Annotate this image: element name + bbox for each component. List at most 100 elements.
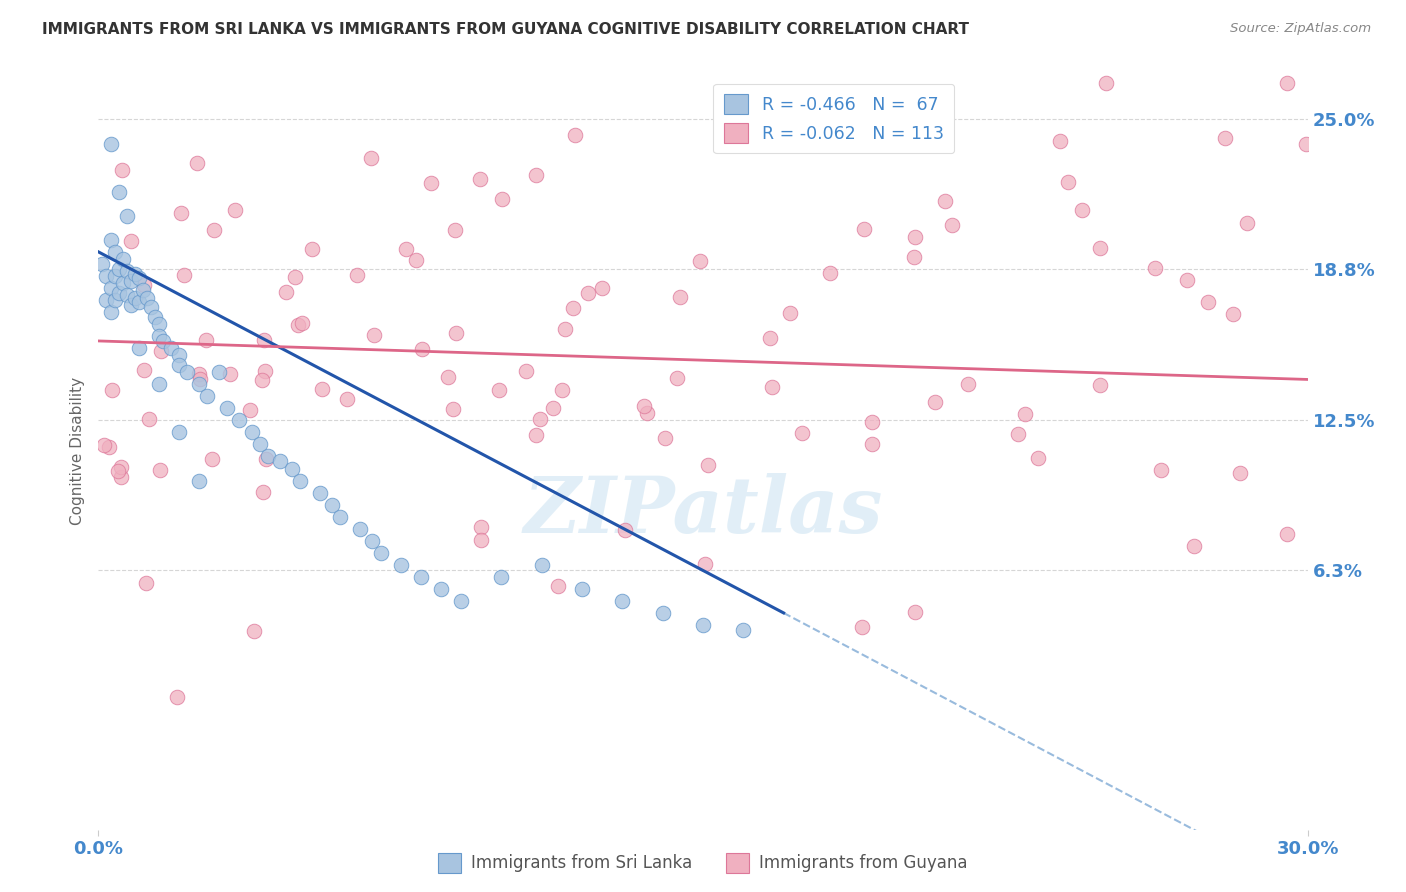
Point xyxy=(224,203,246,218)
Point xyxy=(860,415,883,429)
Point xyxy=(1182,539,1205,553)
Point xyxy=(491,570,513,584)
Point xyxy=(187,368,209,382)
Point xyxy=(239,403,262,417)
Point xyxy=(195,389,218,403)
Point xyxy=(115,264,138,278)
Point xyxy=(697,458,720,472)
Point xyxy=(149,463,172,477)
Point xyxy=(110,163,132,178)
Point xyxy=(100,281,122,295)
Point xyxy=(135,576,157,591)
Point xyxy=(111,252,134,266)
Point xyxy=(633,399,655,413)
Point xyxy=(218,367,240,381)
Point xyxy=(120,298,142,312)
Point xyxy=(188,372,211,386)
Point xyxy=(488,383,510,397)
Point xyxy=(97,440,120,454)
Point xyxy=(240,425,263,440)
Point xyxy=(169,206,191,220)
Point xyxy=(321,498,343,512)
Point xyxy=(524,168,547,182)
Text: IMMIGRANTS FROM SRI LANKA VS IMMIGRANTS FROM GUYANA COGNITIVE DISABILITY CORRELA: IMMIGRANTS FROM SRI LANKA VS IMMIGRANTS … xyxy=(42,22,969,37)
Point xyxy=(904,605,927,619)
Point xyxy=(115,209,138,223)
Point xyxy=(250,373,273,387)
Point xyxy=(924,395,946,409)
Point xyxy=(120,274,142,288)
Point xyxy=(166,690,188,705)
Point xyxy=(167,358,190,372)
Point xyxy=(124,267,146,281)
Point xyxy=(1014,408,1036,422)
Point xyxy=(188,474,211,488)
Point xyxy=(201,452,224,467)
Point xyxy=(733,623,755,637)
Point xyxy=(1295,137,1317,152)
Point xyxy=(957,376,980,391)
Point xyxy=(274,285,297,300)
Point xyxy=(862,436,884,450)
Point xyxy=(636,407,658,421)
Point xyxy=(148,377,170,392)
Point xyxy=(1222,307,1244,321)
Point xyxy=(107,464,129,478)
Point xyxy=(437,369,460,384)
Point xyxy=(111,276,134,290)
Point xyxy=(470,519,492,533)
Point xyxy=(288,474,311,488)
Point xyxy=(395,243,418,257)
Point xyxy=(1175,273,1198,287)
Point xyxy=(254,452,277,467)
Point xyxy=(1197,295,1219,310)
Point xyxy=(120,235,142,249)
Point xyxy=(1213,131,1236,145)
Point xyxy=(524,428,547,442)
Point xyxy=(941,219,963,233)
Point xyxy=(329,509,352,524)
Point xyxy=(186,156,208,170)
Point xyxy=(349,522,371,536)
Point xyxy=(107,285,129,300)
Text: Source: ZipAtlas.com: Source: ZipAtlas.com xyxy=(1230,22,1371,36)
Point xyxy=(758,331,780,345)
Point xyxy=(779,305,801,319)
Point xyxy=(792,425,814,440)
Point xyxy=(100,136,122,151)
Point xyxy=(167,425,190,440)
Point xyxy=(103,244,125,259)
Point xyxy=(96,293,118,307)
Point xyxy=(1088,241,1111,255)
Point xyxy=(336,392,359,406)
Point xyxy=(529,411,551,425)
Point xyxy=(818,266,841,280)
Point xyxy=(430,582,453,596)
Point xyxy=(554,322,576,336)
Point xyxy=(195,333,218,347)
Point xyxy=(470,533,492,548)
Point xyxy=(693,557,716,571)
Point xyxy=(444,326,467,340)
Point xyxy=(208,365,231,379)
Point xyxy=(100,383,122,397)
Point xyxy=(761,380,783,394)
Point xyxy=(256,450,278,464)
Point xyxy=(346,268,368,283)
Point xyxy=(669,290,692,304)
Point xyxy=(128,295,150,310)
Point xyxy=(468,172,491,186)
Point xyxy=(173,268,195,282)
Point xyxy=(564,128,586,142)
Point xyxy=(444,223,467,237)
Point xyxy=(103,268,125,283)
Point xyxy=(405,252,427,267)
Point xyxy=(441,401,464,416)
Point xyxy=(103,293,125,307)
Point xyxy=(124,291,146,305)
Point xyxy=(291,316,314,330)
Point xyxy=(547,579,569,593)
Point xyxy=(93,437,115,451)
Point xyxy=(1236,216,1258,230)
Point xyxy=(115,288,138,302)
